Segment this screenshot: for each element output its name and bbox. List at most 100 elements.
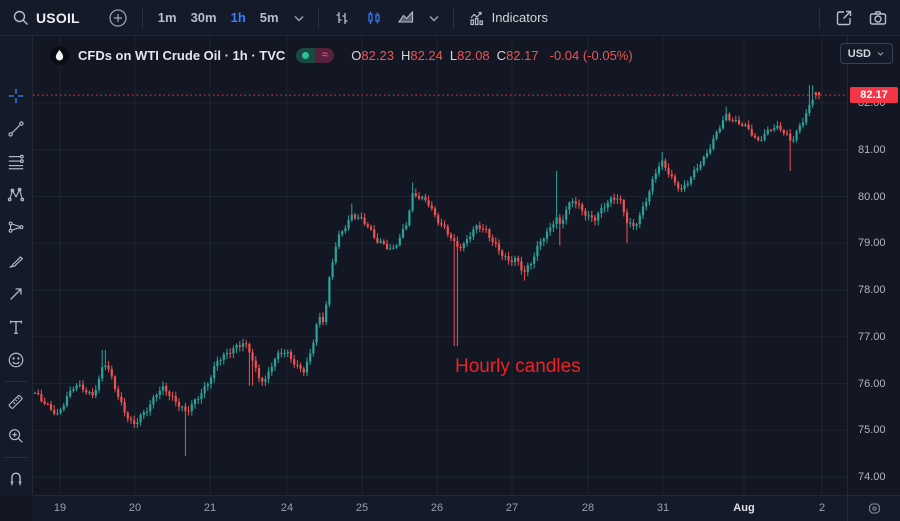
ohlc-o: O82.23 <box>351 47 394 63</box>
time-tick-label: 24 <box>280 502 294 514</box>
time-tick-label: 19 <box>53 502 67 514</box>
chart-annotation-text[interactable]: Hourly candles <box>455 356 581 377</box>
last-price-label: 82.17 <box>850 87 898 104</box>
area-chart-icon <box>397 9 415 27</box>
toolbar-divider <box>317 6 319 29</box>
magnet-icon <box>7 470 25 488</box>
interval-button-1m[interactable]: 1m <box>157 10 177 25</box>
gear-icon <box>868 503 880 514</box>
candles-chart-icon <box>365 9 383 27</box>
market-open-dot-icon <box>296 47 316 63</box>
indicators-icon <box>468 9 486 27</box>
ruler-icon <box>7 394 25 412</box>
zoom-in-icon <box>7 427 25 445</box>
chart-legend: CFDs on WTI Crude Oil · 1h · TVC ≈ O82.2… <box>50 44 633 66</box>
zoom-in-tool-button[interactable] <box>0 422 32 450</box>
time-tick-label: 26 <box>430 502 444 514</box>
price-tick-label: 75.00 <box>858 424 886 437</box>
text-tool-tool-button[interactable] <box>0 313 32 341</box>
top-toolbar: USOIL 1m 30m 1h 5m <box>0 0 900 36</box>
plus-circle-icon <box>108 8 128 28</box>
xabcd-pattern-icon <box>7 186 25 204</box>
chart-type-candles-button[interactable] <box>359 5 389 31</box>
ohlc-c: C82.17 <box>496 47 539 63</box>
market-status-toggle[interactable]: ≈ <box>296 47 335 63</box>
emoji-icon <box>7 351 25 369</box>
ohlc-values: O82.23 H82.24 L82.08 C82.17 <box>351 48 538 63</box>
chevron-down-icon <box>425 9 443 27</box>
interval-group: 1m 30m 1h 5m <box>151 6 286 29</box>
trend-line-tool-button[interactable] <box>0 115 32 143</box>
brush-tool-button[interactable] <box>0 247 32 275</box>
time-tick-label: 21 <box>203 502 217 514</box>
ohlc-l: L82.08 <box>449 47 490 63</box>
fib-retracement-icon <box>7 153 25 171</box>
chart-type-area-button[interactable] <box>391 5 421 31</box>
crosshair-tool-button[interactable] <box>0 82 32 110</box>
time-tick-label: 31 <box>656 502 670 514</box>
search-icon <box>12 9 30 27</box>
forecast-tool-button[interactable] <box>0 214 32 242</box>
price-tick-label: 74.00 <box>858 471 886 483</box>
price-tick-label: 81.00 <box>858 143 886 156</box>
ruler-tool-button[interactable] <box>0 389 32 417</box>
chevron-down-icon <box>290 9 308 27</box>
toolbar-divider <box>819 6 820 29</box>
price-tick-label: 80.00 <box>858 190 886 203</box>
oil-drop-logo-icon <box>50 45 69 65</box>
symbol-name: USOIL <box>36 9 80 26</box>
time-tick-label: 25 <box>355 502 369 514</box>
time-tick-label: 27 <box>505 502 519 514</box>
price-axis[interactable]: 82.17 82.0081.0080.0079.0078.0077.0076.0… <box>847 36 900 495</box>
compare-add-button[interactable] <box>102 4 134 32</box>
toolbar-divider <box>452 6 454 29</box>
text-tool-icon <box>7 318 25 336</box>
brush-icon <box>7 252 25 270</box>
share-button[interactable] <box>828 4 860 32</box>
price-tick-label: 76.00 <box>858 377 886 390</box>
interval-button-1h[interactable]: 1h <box>230 10 246 25</box>
indicators-button[interactable]: Indicators <box>462 5 554 31</box>
indicators-label: Indicators <box>491 10 548 25</box>
crosshair-icon <box>7 87 25 105</box>
magnet-tool-button[interactable] <box>0 465 32 493</box>
time-tick-label: 20 <box>128 502 142 514</box>
cfd-symbol-icon: ≈ <box>315 47 335 63</box>
arrow-marker-tool-button[interactable] <box>0 280 32 308</box>
ohlc-h: H82.24 <box>400 47 443 63</box>
price-tick-label: 78.00 <box>858 284 886 296</box>
time-tick-label: Aug <box>733 502 755 514</box>
legend-title[interactable]: CFDs on WTI Crude Oil · 1h · TVC <box>78 47 286 63</box>
snapshot-button[interactable] <box>862 4 894 32</box>
drawbar-divider <box>5 457 27 458</box>
chart-canvas[interactable]: Hourly candles <box>33 36 847 495</box>
chart-type-menu-button[interactable] <box>423 5 445 31</box>
arrow-marker-icon <box>7 285 25 303</box>
currency-button[interactable]: USD <box>839 43 893 64</box>
symbol-search-button[interactable]: USOIL <box>6 5 86 31</box>
fib-retracement-tool-button[interactable] <box>0 148 32 176</box>
drawbar-divider <box>5 381 27 382</box>
time-tick-label: 2 <box>818 502 826 514</box>
toolbar-divider <box>141 6 143 29</box>
interval-button-5m[interactable]: 5m <box>259 10 279 25</box>
emoji-tool-button[interactable] <box>0 346 32 374</box>
time-tick-label: 28 <box>581 502 595 514</box>
price-tick-label: 79.00 <box>858 237 886 250</box>
chart-type-bars-button[interactable] <box>327 5 357 31</box>
interval-button-30m[interactable]: 30m <box>190 10 217 25</box>
currency-label: USD <box>847 47 871 60</box>
time-axis[interactable]: 19 20 21 24 25 26 27 28 31 Aug 2 <box>33 495 847 521</box>
candlestick-plot <box>33 36 847 495</box>
chevron-down-icon <box>877 52 884 56</box>
change-value: -0.04 (-0.05%) <box>549 47 633 63</box>
xabcd-pattern-tool-button[interactable] <box>0 181 32 209</box>
axis-settings-corner[interactable] <box>847 495 900 521</box>
share-icon <box>834 8 854 28</box>
forecast-icon <box>7 219 25 237</box>
camera-icon <box>868 8 888 28</box>
trend-line-icon <box>7 120 25 138</box>
interval-menu-button[interactable] <box>288 5 310 31</box>
bars-chart-icon <box>333 9 351 27</box>
